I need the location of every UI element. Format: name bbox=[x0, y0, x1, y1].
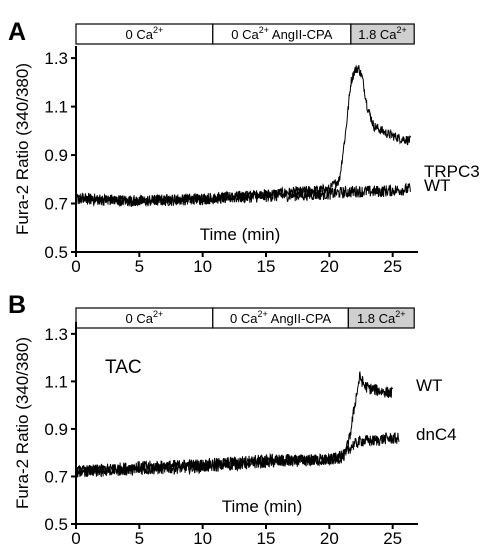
y-tick-label: 1.1 bbox=[44, 372, 68, 391]
condition-segment bbox=[347, 307, 415, 329]
series-label: dnC4 bbox=[416, 425, 457, 444]
condition-label: 1.8 Ca2+ bbox=[357, 309, 406, 326]
x-tick-label: 20 bbox=[320, 257, 339, 276]
trace-wt bbox=[75, 182, 411, 207]
x-tick-label: 10 bbox=[193, 257, 212, 276]
condition-label: 0 Ca2+ AngII-CPA bbox=[231, 25, 332, 42]
condition-segment bbox=[350, 23, 415, 45]
trace-dnc4 bbox=[75, 432, 400, 478]
panel-letter: A bbox=[8, 18, 26, 46]
x-axis-label: Time (min) bbox=[222, 497, 303, 516]
series-label: TRPC3 bbox=[424, 162, 480, 181]
x-tick-label: 10 bbox=[193, 529, 212, 545]
panel-a: A 0 Ca2+ 0 Ca2+ AngII-CPA 1.8 Ca2+ 0.5 0.7 0.9… bbox=[8, 18, 480, 276]
condition-label: 0 Ca2+ bbox=[126, 25, 164, 42]
x-tick-label: 5 bbox=[135, 257, 144, 276]
y-tick-label: 0.5 bbox=[44, 515, 68, 534]
y-tick-label: 0.9 bbox=[44, 420, 68, 439]
y-tick-label: 1.1 bbox=[44, 98, 68, 117]
x-tick-label: 5 bbox=[135, 529, 144, 545]
y-axis-label: Fura-2 Ratio (340/380) bbox=[13, 337, 32, 509]
x-tick-label: 25 bbox=[383, 257, 402, 276]
x-tick-label: 0 bbox=[71, 529, 80, 545]
series-label: WT bbox=[424, 176, 450, 195]
series-label: WT bbox=[416, 376, 442, 395]
x-axis-label: Time (min) bbox=[200, 225, 281, 244]
x-tick-label: 15 bbox=[257, 257, 276, 276]
y-tick-label: 0.7 bbox=[44, 467, 68, 486]
y-tick-label: 0.7 bbox=[44, 195, 68, 214]
panel-letter: B bbox=[8, 291, 26, 319]
x-tick-label: 20 bbox=[320, 529, 339, 545]
condition-label: 1.8 Ca2+ bbox=[358, 25, 407, 42]
condition-label: 0 Ca2+ AngII-CPA bbox=[230, 309, 331, 326]
y-tick-label: 1.3 bbox=[44, 325, 68, 344]
condition-label: 0 Ca2+ bbox=[126, 309, 164, 326]
x-tick-label: 25 bbox=[383, 529, 402, 545]
x-tick-label: 15 bbox=[257, 529, 276, 545]
y-tick-label: 1.3 bbox=[44, 49, 68, 68]
condition-annotation: TAC bbox=[105, 357, 142, 378]
trace-trpc3 bbox=[75, 65, 411, 206]
y-tick-label: 0.9 bbox=[44, 146, 68, 165]
y-tick-label: 0.5 bbox=[44, 243, 68, 262]
panel-b: B 0 Ca2+ 0 Ca2+ AngII-CPA 1.8 Ca2+ 0.5 0.7 0.9… bbox=[8, 291, 457, 545]
x-tick-label: 0 bbox=[71, 257, 80, 276]
y-axis-label: Fura-2 Ratio (340/380) bbox=[13, 63, 32, 235]
